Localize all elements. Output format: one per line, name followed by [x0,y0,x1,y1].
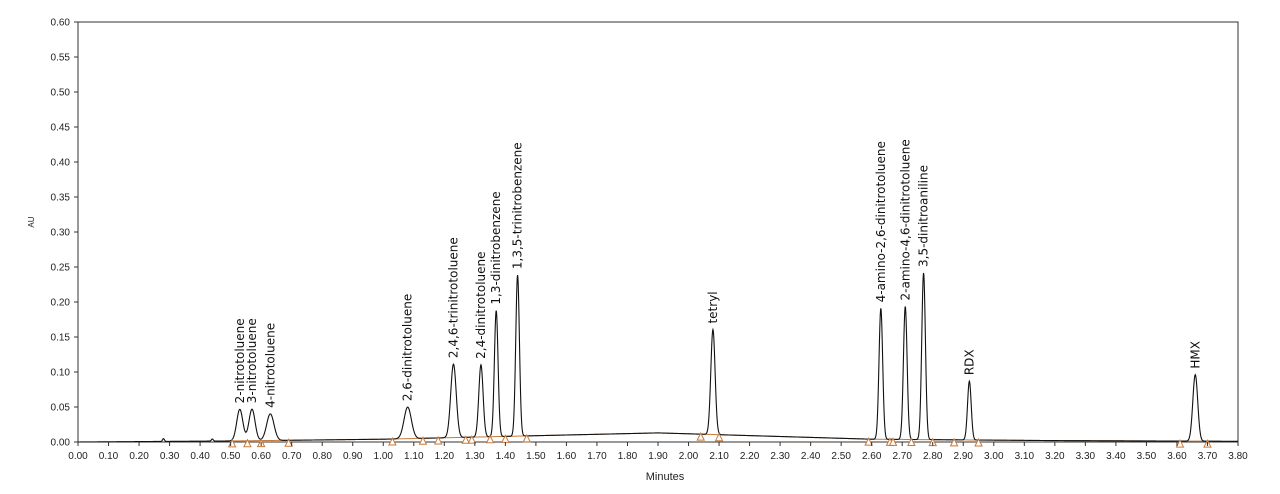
integration-marker [696,432,706,441]
x-tick-label: 1.10 [404,451,424,462]
integration-marker [949,437,959,447]
y-tick-label: 0.00 [51,438,71,449]
y-tick-label: 0.60 [51,18,71,29]
x-tick-label: 0.90 [343,451,363,462]
integration-marker [974,437,983,447]
y-tick-label: 0.50 [51,88,71,99]
peak-label: 4-amino-2,6-dinitrotoluene [874,141,888,302]
x-tick-label: 2.90 [954,451,974,462]
y-tick-label: 0.45 [51,123,71,134]
y-tick-label: 0.40 [51,158,71,169]
x-tick-label: 2.10 [709,451,729,462]
x-tick-label: 1.80 [618,451,638,462]
x-tick-label: 3.40 [1106,451,1126,462]
x-tick-label: 0.40 [190,451,210,462]
x-tick-label: 0.80 [312,451,332,462]
y-tick-label: 0.15 [51,333,71,344]
y-tick-label: 0.05 [51,403,71,414]
x-tick-label: 0.60 [251,451,271,462]
integration-marker [907,437,916,447]
integration-marker [888,437,898,446]
integration-marker [485,434,495,444]
peak-label: 3,5-dinitroaniline [917,165,931,267]
x-tick-label: 0.70 [282,451,302,462]
integration-marker [284,438,293,447]
x-tick-label: 3.80 [1228,451,1248,462]
integration-marker [388,436,397,446]
y-tick-label: 0.30 [51,228,71,239]
peak-label: 2,6-dinitrotoluene [401,294,415,401]
x-tick-label: 3.50 [1137,451,1157,462]
y-tick-label: 0.10 [51,368,71,379]
x-tick-label: 2.80 [923,451,943,462]
integration-marker [243,438,252,448]
x-tick-label: 2.30 [770,451,790,462]
x-tick-label: 2.60 [862,451,882,462]
peak-label: HMX [1188,341,1202,369]
x-tick-label: 3.70 [1198,451,1218,462]
x-tick-label: 3.30 [1076,451,1096,462]
y-tick-label: 0.20 [51,298,71,309]
y-tick-label: 0.35 [51,193,71,204]
x-tick-label: 0.20 [129,451,149,462]
integration-marker [461,435,470,444]
peak-label: 1,3-dinitrobenzene [489,191,503,304]
integration-marker [864,436,873,446]
peak-label: 2,4-dinitrotoluene [474,251,488,358]
peak-label: 1,3,5-trinitrobenzene [511,142,525,269]
x-tick-label: 0.30 [160,451,180,462]
y-axis-label: AU [27,216,36,227]
peak-label: RDX [962,349,976,375]
x-tick-label: 3.60 [1167,451,1187,462]
x-tick-label: 0.10 [99,451,119,462]
integration-marker [522,433,532,443]
x-tick-label: 3.20 [1045,451,1065,462]
chromatogram-trace [78,272,1238,443]
x-tick-label: 2.70 [892,451,912,462]
peak-label: 2,4,6-trinitrotoluene [446,237,460,358]
peak-label: 3-nitrotoluene [245,318,259,403]
integration-marker [467,435,477,444]
peak-label: 2-amino-4,6-dinitrotoluene [898,139,912,300]
x-tick-label: 3.00 [984,451,1004,462]
x-tick-label: 1.50 [526,451,546,462]
integration-marker [714,432,724,442]
x-tick-label: 1.70 [587,451,607,462]
peak-label: tetryl [706,291,720,323]
x-tick-label: 2.50 [831,451,851,462]
integration-marker [418,436,428,445]
x-tick-label: 1.60 [557,451,577,462]
x-tick-label: 1.90 [648,451,668,462]
integration-marker [433,435,443,445]
x-tick-label: 2.40 [801,451,821,462]
x-tick-label: 0.50 [221,451,241,462]
y-tick-label: 0.25 [51,263,71,274]
x-tick-label: 1.40 [496,451,516,462]
x-tick-label: 2.20 [740,451,760,462]
x-axis-label: Minutes [646,471,685,483]
x-tick-label: 2.00 [679,451,699,462]
x-tick-label: 0.00 [68,451,88,462]
integration-marker [1175,438,1185,448]
peak-label: 4-nitrotoluene [263,323,277,408]
x-tick-label: 1.00 [374,451,394,462]
peak-label: 2-nitrotoluene [233,318,247,403]
y-tick-label: 0.55 [51,53,71,64]
x-tick-label: 1.20 [435,451,455,462]
x-tick-label: 1.30 [465,451,485,462]
x-tick-label: 3.10 [1015,451,1035,462]
